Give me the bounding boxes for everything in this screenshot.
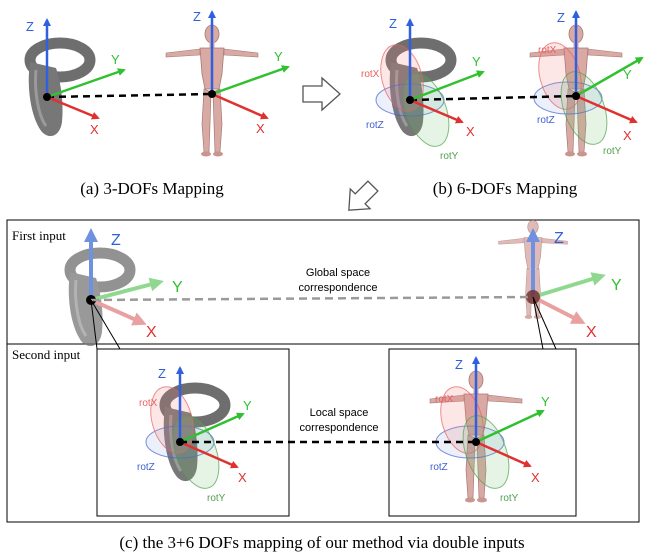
- y-axis-label-c1: Y: [172, 279, 183, 296]
- right-arrow-icon: [302, 76, 341, 112]
- x-axis-label-b1: X: [466, 124, 475, 139]
- rotz-label-b2: rotZ: [537, 115, 555, 126]
- rotx-label-b1: rotX: [361, 69, 380, 80]
- roty-label-c2: rotY: [500, 493, 519, 504]
- global-correspondence-line: [90, 295, 534, 302]
- global-label-2: correspondence: [299, 282, 378, 294]
- rotx-label-c2: rotX: [435, 394, 454, 405]
- rotz-label-b1: rotZ: [366, 120, 384, 131]
- y-axis-label-c3: Y: [243, 398, 252, 413]
- z-axis-label-a1: Z: [26, 19, 34, 34]
- y-axis-label-b2: Y: [623, 67, 632, 82]
- x-axis-label-a1: X: [90, 122, 99, 137]
- x-axis-label-c2: X: [586, 324, 597, 341]
- first-input-label: First input: [12, 228, 66, 243]
- rotz-label-c2: rotZ: [430, 462, 448, 473]
- y-axis-label-a1: Y: [111, 52, 120, 67]
- y-axis-label-c2: Y: [611, 277, 622, 294]
- second-input-box: [6, 343, 640, 523]
- caption-a: (a) 3-DOFs Mapping: [80, 179, 224, 198]
- y-axis-label-c4: Y: [541, 394, 550, 409]
- mapping-line-b: [409, 94, 577, 102]
- y-axis-label-b1: Y: [472, 54, 481, 69]
- mapping-line-a: [46, 92, 213, 99]
- caption-c: (c) the 3+6 DOFs mapping of our method v…: [119, 533, 524, 552]
- y-axis-label-a2: Y: [274, 49, 283, 64]
- z-axis-label-a2: Z: [193, 9, 201, 24]
- x-axis-label-a2: X: [256, 121, 265, 136]
- local-label-2: correspondence: [300, 422, 379, 434]
- x-axis-label-b2: X: [623, 128, 632, 143]
- global-label-1: Global space: [306, 267, 370, 279]
- roty-label-b2: rotY: [603, 146, 622, 157]
- panel-c: First input Second input Z Y X Z Y X Glo…: [6, 219, 640, 552]
- rotx-label-c1: rotX: [139, 398, 158, 409]
- x-axis-label-c3: X: [238, 470, 247, 485]
- down-left-arrow-icon: [348, 180, 379, 211]
- caption-b: (b) 6-DOFs Mapping: [433, 179, 578, 198]
- z-axis-label-c4: Z: [455, 357, 463, 372]
- z-axis-label-b2: Z: [557, 10, 565, 25]
- z-axis-label-b1: Z: [389, 16, 397, 31]
- second-input-label: Second input: [12, 347, 81, 362]
- x-axis-label-c4: X: [531, 470, 540, 485]
- local-label-1: Local space: [310, 407, 369, 419]
- z-axis-label-c2: Z: [554, 230, 564, 247]
- vr-controller-a: [29, 43, 90, 136]
- rotx-label-b2: rotX: [538, 45, 557, 56]
- roty-label-b1: rotY: [440, 151, 459, 162]
- z-axis-label-c3: Z: [158, 366, 166, 381]
- x-axis-label-c1: X: [146, 324, 157, 341]
- roty-label-c1: rotY: [207, 493, 226, 504]
- rotz-label-c1: rotZ: [137, 462, 155, 473]
- z-axis-label-c1: Z: [111, 232, 121, 249]
- panel-b: Z Y X rotX rotZ rotY Z Y X rotX rotZ rot…: [361, 10, 644, 198]
- panel-a: Z Y X Z Y X (a) 3-DOFs Mapping: [26, 9, 290, 198]
